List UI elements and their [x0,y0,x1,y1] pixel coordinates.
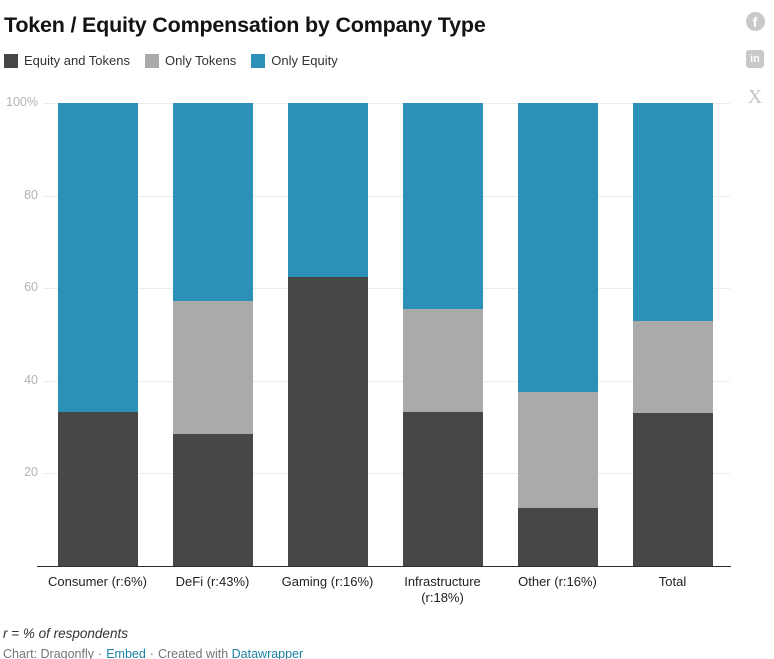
embed-link[interactable]: Embed [106,647,146,659]
bar-segment-only-tokens [632,320,713,414]
credit-line: Chart: Dragonfly · Embed · Created with Data… [3,647,303,659]
linkedin-share-icon[interactable]: in [744,50,766,68]
legend-label: Equity and Tokens [24,53,130,68]
legend-item-only-tokens: Only Tokens [145,53,236,68]
x-axis-category-label: Gaming (r:16%) [281,574,374,589]
bar-segment-equity-and-tokens [57,411,138,566]
legend-item-equity-and-tokens: Equity and Tokens [4,53,130,68]
social-share-toolbar: f in X [744,12,766,126]
bar-segment-only-equity [402,103,483,310]
bar-segment-only-equity [632,103,713,321]
gridline [44,195,730,197]
legend-label: Only Equity [271,53,338,68]
bar-segment-only-tokens [172,301,253,434]
x-glyph: X [747,86,763,108]
credit-separator: · [98,647,103,659]
bar-segment-only-equity [287,103,368,277]
y-axis-tick-label: 40 [24,372,38,387]
footnote: r = % of respondents [3,626,128,641]
bar-segment-equity-and-tokens [172,433,253,566]
y-axis-tick-label: 60 [24,280,38,295]
bar-segment-only-equity [172,103,253,302]
page-title: Token / Equity Compensation by Company T… [4,13,486,37]
bar-segment-only-equity [57,103,138,412]
bar-segment-equity-and-tokens [632,413,713,566]
y-axis-tick-label: 100% [6,95,38,109]
bar-segment-equity-and-tokens [287,276,368,566]
bar-segment-only-equity [517,103,598,393]
x-share-icon[interactable]: X [744,87,766,107]
x-axis-category-label: Total [658,574,687,589]
bar-segment-only-tokens [517,392,598,509]
gridline [44,380,730,382]
legend-swatch-dark [4,53,18,68]
gridline [44,288,730,290]
x-axis-category-label: Consumer (r:6%) [48,574,147,589]
legend-swatch-blue [251,53,266,68]
legend-label: Only Tokens [165,53,237,68]
bar-segment-only-tokens [402,309,483,412]
datawrapper-link[interactable]: Datawrapper [231,647,304,659]
gridline [44,103,730,104]
legend: Equity and Tokens Only Tokens Only Equit… [4,53,353,68]
x-axis-category-label: Other (r:16%) [518,574,597,589]
x-axis-line [37,565,731,567]
legend-swatch-gray [145,53,159,68]
credit-separator: · [149,647,154,659]
linkedin-glyph: in [746,50,764,68]
y-axis-tick-label: 80 [24,187,38,202]
credit-created-with: Created with [157,647,229,659]
y-axis-tick-label: 20 [24,465,38,480]
bar-segment-equity-and-tokens [517,508,598,566]
bar-segment-equity-and-tokens [402,411,483,566]
x-axis-category-label: DeFi (r:43%) [175,574,250,589]
gridline [44,473,730,475]
x-axis-category-label: Infrastructure (r:18%) [404,574,481,605]
legend-item-only-equity: Only Equity [251,53,338,68]
facebook-share-icon[interactable]: f [744,12,766,31]
credit-source: Chart: Dragonfly [3,647,95,659]
facebook-glyph: f [745,12,765,31]
